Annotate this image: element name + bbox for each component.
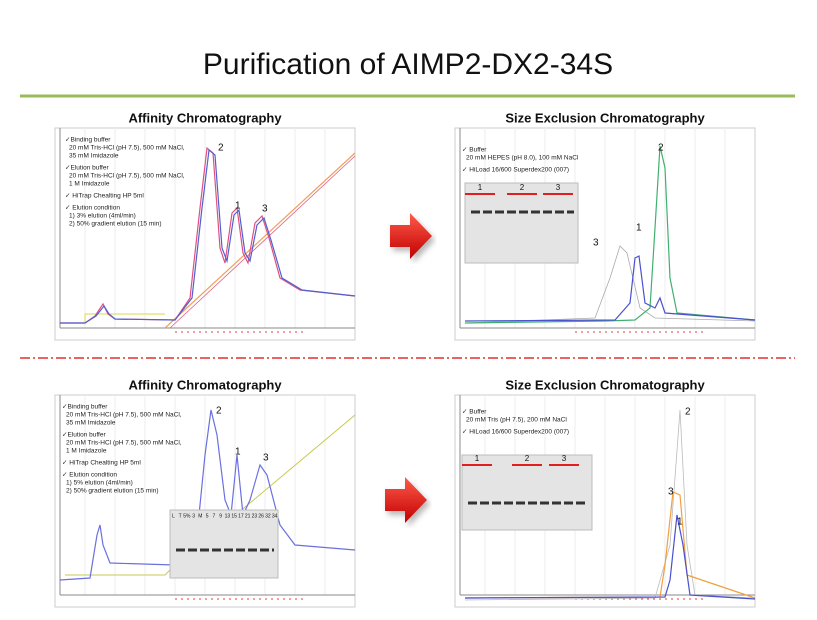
- trace: [464, 145, 756, 324]
- trace: [169, 155, 356, 329]
- note-line: 1 M Imidazole: [66, 448, 107, 455]
- note-line: 1) 3% elution (4ml/min): [69, 213, 136, 220]
- gel-lane-label: 1: [478, 183, 483, 192]
- note-line: ✓ Elution condition: [65, 205, 120, 212]
- note-line: 20 mM Tris (pH 7.5), 200 mM NaCl: [466, 417, 567, 424]
- note-line: ✓ HiTrap Chealting HP 5ml: [62, 460, 141, 467]
- note-line: 20 mM Tris-HCl (pH 7.5), 500 mM NaCl,: [66, 440, 182, 447]
- peak-label: 1: [235, 447, 241, 458]
- gel-lane-label: 23: [252, 513, 258, 519]
- panel-heading: Affinity Chromatography: [128, 110, 282, 125]
- gel-lane-label: 2: [520, 183, 525, 192]
- gel-lane-label: 5: [206, 513, 209, 519]
- note-line: ✓Elution buffer: [65, 165, 109, 172]
- note-line: 20 mM HEPES (pH 8.0), 100 mM NaCl: [466, 155, 579, 162]
- gel-lane-label: 21: [245, 513, 251, 519]
- gel-image: [169, 509, 279, 579]
- gel-lane-label: 7: [212, 513, 215, 519]
- gel-lane-label: 2: [525, 454, 530, 463]
- note-line: 35 mM Imidazole: [66, 420, 116, 427]
- gel-lane-label: 32: [265, 513, 271, 519]
- note-line: 2) 50% gradient elution (15 min): [66, 488, 159, 495]
- gel-lane-label: 1: [475, 454, 480, 463]
- peak-label: 2: [218, 143, 224, 154]
- note-line: ✓Elution buffer: [62, 432, 106, 439]
- peak-label: 3: [668, 487, 674, 498]
- gel-lane-label: 17: [238, 513, 244, 519]
- note-line: ✓ Buffer: [462, 147, 487, 154]
- arrow: [390, 213, 432, 259]
- gel-lane-label: M: [198, 513, 202, 519]
- trace: [59, 409, 356, 581]
- gel-lane-label: 26: [258, 513, 264, 519]
- note-line: ✓ HiLoad 16/600 Superdex200 (007): [462, 429, 569, 436]
- trace: [464, 245, 756, 324]
- note-line: ✓ Buffer: [462, 409, 487, 416]
- trace: [464, 514, 756, 600]
- note-line: 20 mM Tris-HCl (pH 7.5), 500 mM NaCl,: [66, 412, 182, 419]
- note-line: 35 mM Imidazole: [69, 153, 119, 160]
- gel-lane-label: 3: [192, 513, 195, 519]
- gel-lane-label: 15: [231, 513, 237, 519]
- gel-lane-label: 5%: [183, 513, 191, 519]
- gel-image: [464, 182, 579, 264]
- note-line: ✓ HiLoad 16/600 Superdex200 (007): [462, 167, 569, 174]
- arrow: [385, 477, 427, 523]
- note-line: ✓ HiTrap Chealting HP 5ml: [65, 193, 144, 200]
- gel-lane-label: 34: [272, 513, 278, 519]
- gel-lane-label: T: [179, 513, 182, 519]
- gel-lane-label: 13: [225, 513, 231, 519]
- trace: [464, 255, 756, 322]
- trace: [65, 414, 356, 576]
- gel-image: [461, 454, 593, 531]
- peak-label: 2: [685, 407, 691, 418]
- note-line: 1) 5% elution (4ml/min): [66, 480, 133, 487]
- gel-lane-label: 3: [556, 183, 561, 192]
- peak-label: 1: [677, 517, 683, 528]
- gel-lane-label: L: [172, 513, 175, 519]
- note-line: ✓Binding buffer: [62, 404, 108, 411]
- peak-label: 3: [593, 238, 599, 249]
- slide-title: Purification of AIMP2-DX2-34S: [203, 48, 613, 81]
- note-line: 20 mM Tris-HCl (pH 7.5), 500 mM NaCl,: [69, 173, 185, 180]
- trace: [164, 152, 356, 329]
- peak-label: 2: [658, 143, 664, 154]
- peak-label: 2: [216, 406, 222, 417]
- peak-label: 1: [636, 223, 642, 234]
- note-line: 1 M Imidazole: [69, 181, 110, 188]
- peak-label: 3: [263, 453, 269, 464]
- peak-label: 1: [235, 201, 241, 212]
- note-line: 20 mM Tris-HCl (pH 7.5), 500 mM NaCl,: [69, 145, 185, 152]
- peak-label: 3: [262, 204, 268, 215]
- gel-lane-label: 3: [562, 454, 567, 463]
- gel-lane-label: 9: [219, 513, 222, 519]
- note-line: 2) 50% gradient elution (15 min): [69, 221, 162, 228]
- panel-heading: Size Exclusion Chromatography: [505, 377, 705, 392]
- note-line: ✓Binding buffer: [65, 137, 111, 144]
- note-line: ✓ Elution condition: [62, 472, 117, 479]
- panel-heading: Size Exclusion Chromatography: [505, 110, 705, 125]
- panel-heading: Affinity Chromatography: [128, 377, 282, 392]
- trace: [60, 148, 356, 324]
